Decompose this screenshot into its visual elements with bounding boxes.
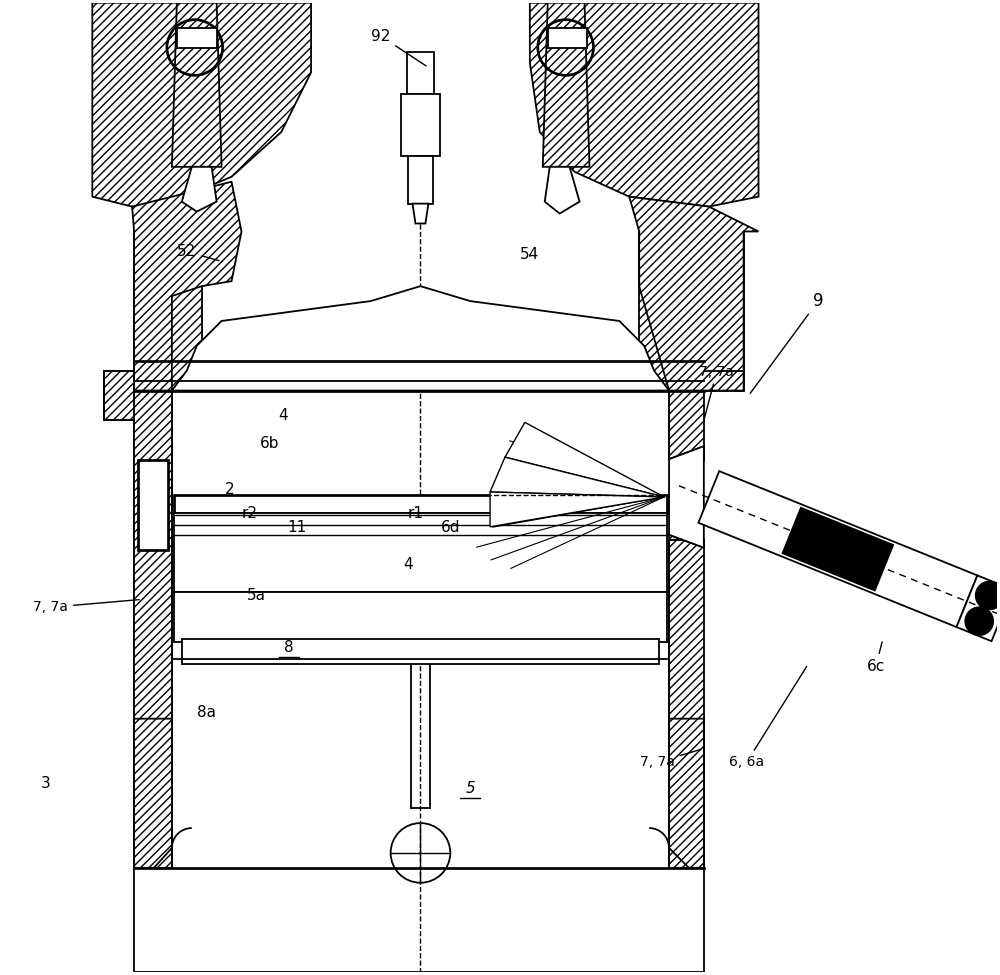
Text: 7, 7a: 7, 7a [33, 600, 139, 614]
Polygon shape [174, 513, 667, 593]
Text: r1: r1 [407, 506, 423, 522]
Text: 6d: 6d [441, 521, 460, 535]
Polygon shape [138, 460, 168, 550]
Polygon shape [669, 540, 704, 868]
Text: 92: 92 [371, 28, 426, 66]
Text: 7, 7a: 7, 7a [640, 750, 701, 769]
Polygon shape [530, 3, 759, 207]
Polygon shape [172, 286, 669, 391]
Polygon shape [669, 391, 704, 460]
Polygon shape [132, 181, 241, 391]
Polygon shape [401, 95, 440, 156]
Polygon shape [545, 167, 580, 214]
Circle shape [965, 607, 993, 635]
Text: 5a: 5a [247, 588, 266, 603]
Polygon shape [134, 391, 172, 868]
Text: 4: 4 [278, 408, 288, 423]
Text: 6, 6a: 6, 6a [729, 666, 807, 769]
Polygon shape [639, 231, 744, 391]
Polygon shape [182, 167, 217, 212]
Text: 6c: 6c [867, 642, 885, 674]
Polygon shape [134, 231, 202, 391]
Polygon shape [783, 508, 893, 591]
Polygon shape [669, 719, 704, 868]
Polygon shape [669, 534, 704, 548]
Polygon shape [177, 27, 217, 48]
Polygon shape [629, 197, 759, 391]
Text: 8a: 8a [197, 705, 216, 721]
Polygon shape [490, 492, 664, 526]
Text: 54: 54 [520, 248, 539, 262]
Polygon shape [3, 3, 997, 972]
Text: 3: 3 [41, 776, 50, 791]
Text: 11: 11 [288, 521, 307, 535]
Polygon shape [104, 370, 134, 420]
Polygon shape [174, 593, 667, 643]
Text: 52: 52 [177, 245, 219, 260]
Polygon shape [505, 422, 664, 497]
Polygon shape [172, 3, 222, 167]
Polygon shape [698, 471, 977, 627]
Text: 9: 9 [750, 292, 823, 393]
Polygon shape [669, 447, 704, 460]
Circle shape [976, 581, 1000, 609]
Polygon shape [134, 391, 172, 868]
Text: 8: 8 [284, 640, 294, 654]
Polygon shape [134, 719, 172, 868]
Polygon shape [92, 3, 311, 207]
Polygon shape [490, 457, 664, 497]
Polygon shape [543, 3, 589, 167]
Polygon shape [548, 27, 587, 48]
Text: 6b: 6b [260, 436, 279, 450]
Text: 7, 7a: 7, 7a [699, 365, 734, 417]
Text: r2: r2 [241, 506, 257, 522]
Polygon shape [408, 156, 433, 204]
Polygon shape [413, 204, 428, 223]
Polygon shape [407, 53, 434, 95]
Polygon shape [669, 447, 704, 548]
Polygon shape [957, 575, 1000, 642]
Text: 5: 5 [465, 781, 475, 796]
Polygon shape [182, 640, 659, 664]
Text: 2: 2 [225, 483, 234, 497]
Polygon shape [174, 495, 667, 513]
Text: 4: 4 [404, 557, 413, 572]
